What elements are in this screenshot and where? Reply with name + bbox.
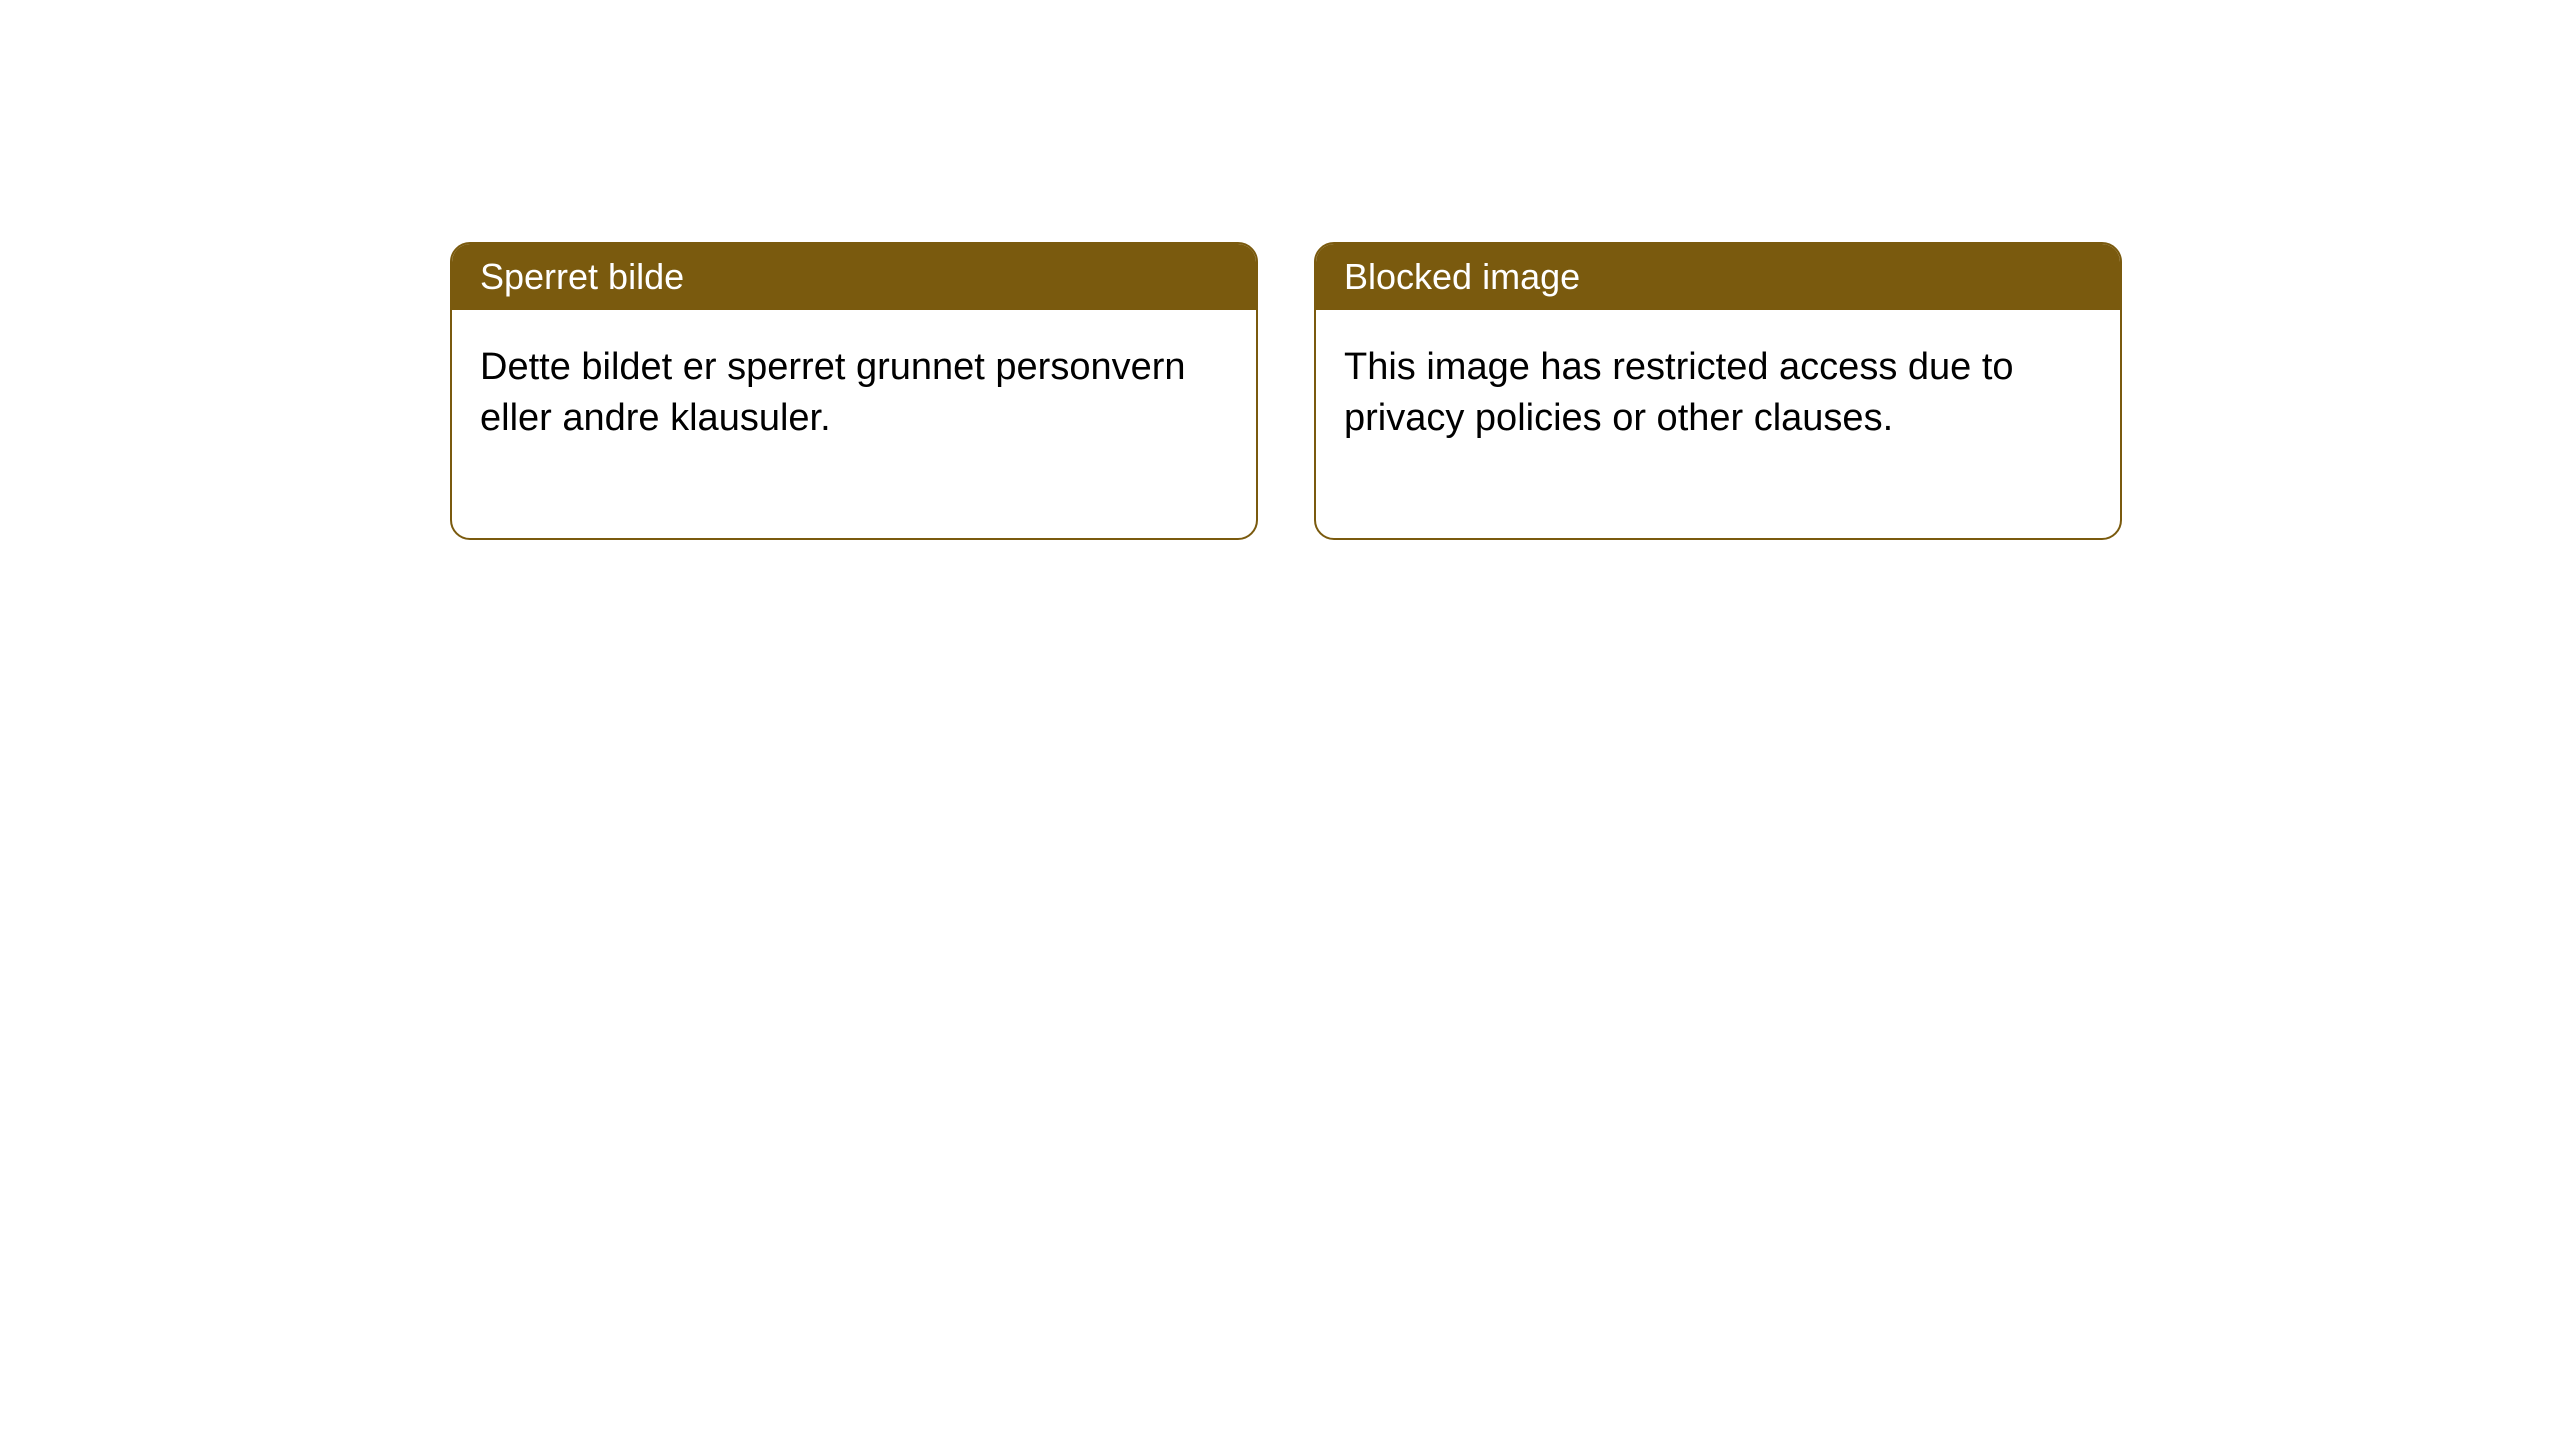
card-title: Blocked image xyxy=(1344,256,1580,297)
card-header: Sperret bilde xyxy=(452,244,1256,310)
notice-cards-container: Sperret bilde Dette bildet er sperret gr… xyxy=(450,242,2122,540)
card-body: Dette bildet er sperret grunnet personve… xyxy=(452,310,1256,538)
card-title: Sperret bilde xyxy=(480,256,684,297)
card-header: Blocked image xyxy=(1316,244,2120,310)
notice-card-norwegian: Sperret bilde Dette bildet er sperret gr… xyxy=(450,242,1258,540)
card-body-text: This image has restricted access due to … xyxy=(1344,346,2014,439)
card-body: This image has restricted access due to … xyxy=(1316,310,2120,538)
notice-card-english: Blocked image This image has restricted … xyxy=(1314,242,2122,540)
card-body-text: Dette bildet er sperret grunnet personve… xyxy=(480,346,1186,439)
